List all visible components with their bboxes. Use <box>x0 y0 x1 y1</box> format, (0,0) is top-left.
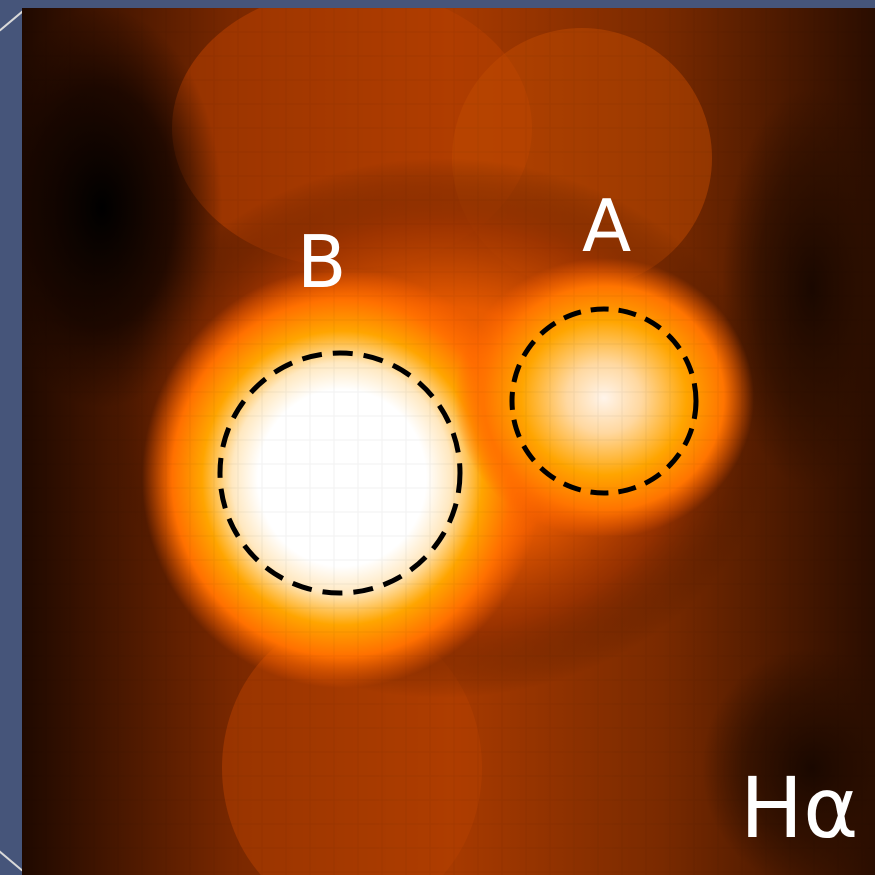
band-label: Hα <box>740 759 859 857</box>
frame-left-border <box>0 0 22 875</box>
frame-top-border <box>0 0 875 8</box>
halpha-image <box>22 8 875 875</box>
pixel-grid-texture <box>22 8 875 875</box>
source-a-aperture <box>509 306 699 496</box>
image-panel: A B Hα <box>22 8 875 875</box>
source-b-label: B <box>297 220 347 304</box>
source-b-aperture <box>217 350 463 596</box>
source-a-label: A <box>582 184 632 268</box>
